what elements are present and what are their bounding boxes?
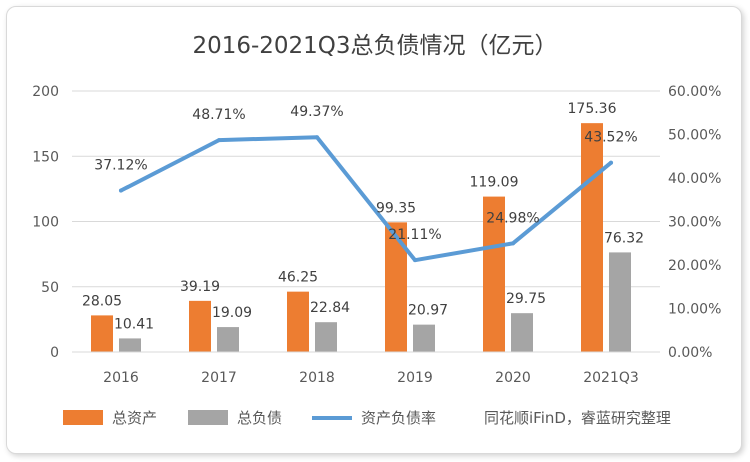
data-label-total-assets: 46.25 [278, 270, 318, 286]
x-axis: 2016 2017 2018 2019 2020 2021Q3 [72, 351, 660, 386]
data-label-total-liabilities: 20.97 [408, 303, 448, 319]
data-label-total-assets: 99.35 [376, 200, 416, 216]
data-label-debt-ratio: 49.37% [290, 104, 343, 120]
right-tick-label: 10.00% [668, 302, 721, 318]
left-tick-label: 0 [50, 345, 59, 361]
legend-swatch-total-liabilities [188, 410, 228, 425]
x-tick-label: 2020 [495, 370, 531, 386]
bar-total-assets [385, 222, 407, 352]
bar-total-liabilities [315, 322, 337, 352]
right-tick-label: 50.00% [668, 128, 721, 144]
line-debt-ratio [119, 135, 613, 263]
legend-label-debt-ratio: 资产负债率 [361, 409, 436, 427]
x-tick-label: 2019 [397, 370, 433, 386]
source-note: 同花顺iFinD，睿蓝研究整理 [484, 409, 671, 427]
bar-total-assets [483, 196, 505, 352]
data-label-debt-ratio: 37.12% [94, 158, 147, 174]
line-point-debt-ratio [217, 138, 221, 143]
right-y-axis: 0.00% 10.00% 20.00% 30.00% 40.00% 50.00% 60.00… [668, 84, 721, 361]
x-tick-label: 2021Q3 [583, 370, 639, 386]
left-y-axis: 0 50 100 150 200 [32, 84, 59, 361]
bar-total-liabilities [217, 327, 239, 352]
legend-label-total-assets: 总资产 [112, 409, 157, 427]
right-tick-label: 0.00% [668, 345, 712, 361]
bar-total-assets [91, 315, 113, 352]
bar-total-liabilities [413, 324, 435, 352]
data-label-total-assets: 175.36 [568, 101, 617, 117]
chart-frame [6, 6, 742, 454]
x-tick-label: 2016 [103, 370, 139, 386]
chart-title: 2016-2021Q3总负债情况（亿元） [192, 33, 557, 59]
legend: 总资产 总负债 资产负债率 同花顺iFinD，睿蓝研究整理 [63, 409, 671, 427]
line-point-debt-ratio [119, 188, 123, 193]
right-tick-label: 20.00% [668, 258, 721, 274]
data-labels: 28.05 10.41 39.19 19.09 46.25 22.84 99.35 20.97… [82, 101, 644, 332]
data-label-total-liabilities: 19.09 [212, 305, 252, 321]
x-tick-label: 2017 [201, 370, 237, 386]
bar-total-assets [287, 291, 309, 352]
data-label-total-assets: 28.05 [82, 293, 122, 309]
bar-total-liabilities [609, 252, 631, 352]
line-point-debt-ratio [315, 135, 319, 140]
data-label-total-liabilities: 10.41 [114, 316, 154, 332]
grid-lines [72, 90, 660, 288]
data-label-total-assets: 39.19 [180, 279, 220, 295]
data-label-debt-ratio: 24.98% [486, 210, 539, 226]
bar-total-liabilities [511, 313, 533, 352]
bar-total-liabilities [119, 338, 141, 352]
data-label-total-liabilities: 76.32 [604, 230, 644, 246]
left-tick-label: 200 [32, 84, 59, 100]
data-label-total-assets: 119.09 [470, 175, 519, 191]
data-label-debt-ratio: 48.71% [192, 107, 245, 123]
right-tick-label: 30.00% [668, 215, 721, 231]
right-tick-label: 40.00% [668, 171, 721, 187]
legend-swatch-total-assets [63, 410, 103, 425]
left-tick-label: 150 [32, 149, 59, 165]
left-tick-label: 100 [32, 215, 59, 231]
left-tick-label: 50 [41, 280, 59, 296]
legend-label-total-liabilities: 总负债 [237, 409, 282, 427]
x-tick-label: 2018 [299, 370, 335, 386]
bars [91, 123, 631, 352]
ratio-line [119, 135, 613, 263]
data-label-debt-ratio: 21.11% [388, 227, 441, 243]
line-point-debt-ratio [413, 258, 417, 263]
line-point-debt-ratio [511, 241, 515, 246]
data-label-debt-ratio: 43.52% [584, 130, 637, 146]
data-label-total-liabilities: 29.75 [506, 291, 546, 307]
right-tick-label: 60.00% [668, 84, 721, 100]
line-point-debt-ratio [609, 160, 613, 165]
bar-total-assets [189, 300, 211, 352]
bar-total-assets [581, 123, 603, 352]
data-label-total-liabilities: 22.84 [310, 300, 350, 316]
